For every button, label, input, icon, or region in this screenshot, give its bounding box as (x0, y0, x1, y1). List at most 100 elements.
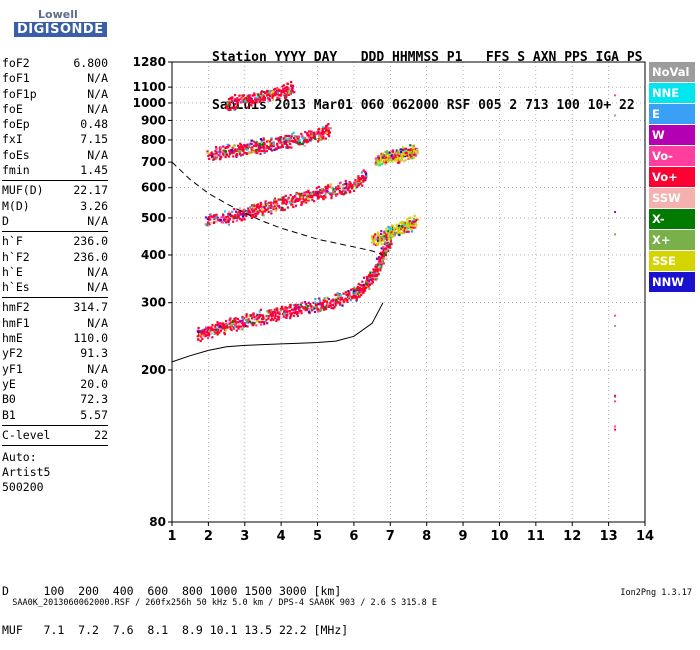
echo-point (407, 226, 410, 229)
echo-point (219, 325, 222, 328)
echo-point (372, 237, 375, 241)
echo-point (216, 323, 220, 327)
echo-point (412, 220, 415, 223)
echo-point (378, 164, 381, 167)
echo-point (354, 184, 357, 187)
echo-point (366, 279, 369, 282)
param-row: h`F2 236.0 (2, 250, 108, 265)
echo-point (387, 245, 390, 248)
echo-point (230, 97, 233, 100)
echo-point (380, 233, 383, 236)
echo-point (222, 145, 225, 148)
footer: SAA0K_2013060062000.RSF / 260fx256h 50 k… (2, 588, 698, 618)
param-row: foF1p N/A (2, 87, 108, 102)
echo-point (291, 84, 295, 87)
echo-point (344, 291, 347, 294)
param-name: h`F (2, 234, 23, 249)
echo-point (377, 240, 380, 243)
echo-point (225, 150, 228, 153)
echo-point (281, 199, 284, 202)
echo-point (357, 179, 360, 182)
echo-point (249, 206, 252, 209)
echo-point (276, 311, 279, 314)
echo-point (269, 319, 272, 322)
echo-point (285, 146, 288, 149)
dashed-profile-curve (171, 161, 384, 256)
echo-point (354, 181, 357, 184)
echo-point (327, 133, 330, 136)
echo-point (225, 215, 228, 219)
echo-point (292, 311, 295, 314)
echo-point (390, 243, 393, 246)
param-name: MUF(D) (2, 183, 44, 198)
echo-point (258, 310, 261, 313)
echo-point (246, 106, 249, 109)
echo-point (243, 145, 246, 148)
echo-point (237, 149, 240, 152)
echo-point (398, 229, 401, 232)
echo-point (307, 189, 310, 192)
echo-point (216, 331, 220, 334)
echo-point (340, 296, 343, 299)
echo-point (287, 87, 290, 91)
echo-point (216, 325, 220, 328)
echo-point (251, 323, 254, 326)
echo-point (385, 155, 388, 158)
echo-point (208, 218, 211, 221)
echo-point (257, 211, 260, 214)
echo-point (358, 177, 362, 180)
echo-point (392, 226, 395, 229)
echo-point (282, 201, 286, 205)
echo-point (275, 319, 278, 323)
echo-point (387, 155, 391, 158)
echo-point (318, 133, 321, 136)
echo-point (311, 191, 314, 194)
echo-point (310, 130, 313, 133)
echo-point (295, 312, 298, 316)
echo-point (371, 241, 374, 244)
echo-point (377, 261, 380, 264)
echo-point (326, 296, 329, 299)
echo-point (391, 149, 395, 152)
echo-point (261, 212, 264, 215)
param-value: 7.15 (80, 132, 108, 147)
echo-point (338, 186, 341, 190)
echo-point (256, 212, 259, 215)
echo-point (262, 146, 265, 150)
echo-point (205, 326, 208, 329)
y-tick-label: 400 (141, 248, 166, 262)
echo-point (316, 193, 319, 196)
echo-point (400, 154, 403, 157)
echo-point (277, 198, 280, 201)
echo-point (222, 323, 225, 326)
echo-point (271, 96, 274, 99)
echo-point (278, 206, 281, 209)
echo-point (390, 227, 393, 231)
echo-point (374, 278, 378, 281)
echo-point (306, 197, 310, 201)
echo-point (365, 282, 369, 285)
echo-point (391, 160, 394, 163)
echo-point (257, 203, 260, 206)
echo-point (326, 187, 329, 190)
echo-point (320, 138, 323, 141)
echo-point (308, 311, 311, 315)
echo-point (291, 200, 294, 203)
legend-item: NNE (649, 83, 695, 103)
echo-point (233, 317, 236, 321)
echo-point (232, 327, 236, 330)
echo-point (397, 149, 400, 152)
echo-point (396, 231, 400, 234)
echo-point (371, 239, 374, 242)
echo-point (226, 326, 229, 329)
param-row: h`E N/A (2, 265, 108, 280)
echo-point (405, 224, 408, 228)
echo-point (367, 276, 370, 279)
echo-point (270, 317, 274, 320)
echo-point (253, 315, 256, 319)
echo-point (341, 187, 345, 190)
echo-point (260, 210, 263, 213)
param-value: N/A (87, 147, 108, 162)
echo-point (270, 212, 273, 215)
echo-point (396, 153, 399, 157)
